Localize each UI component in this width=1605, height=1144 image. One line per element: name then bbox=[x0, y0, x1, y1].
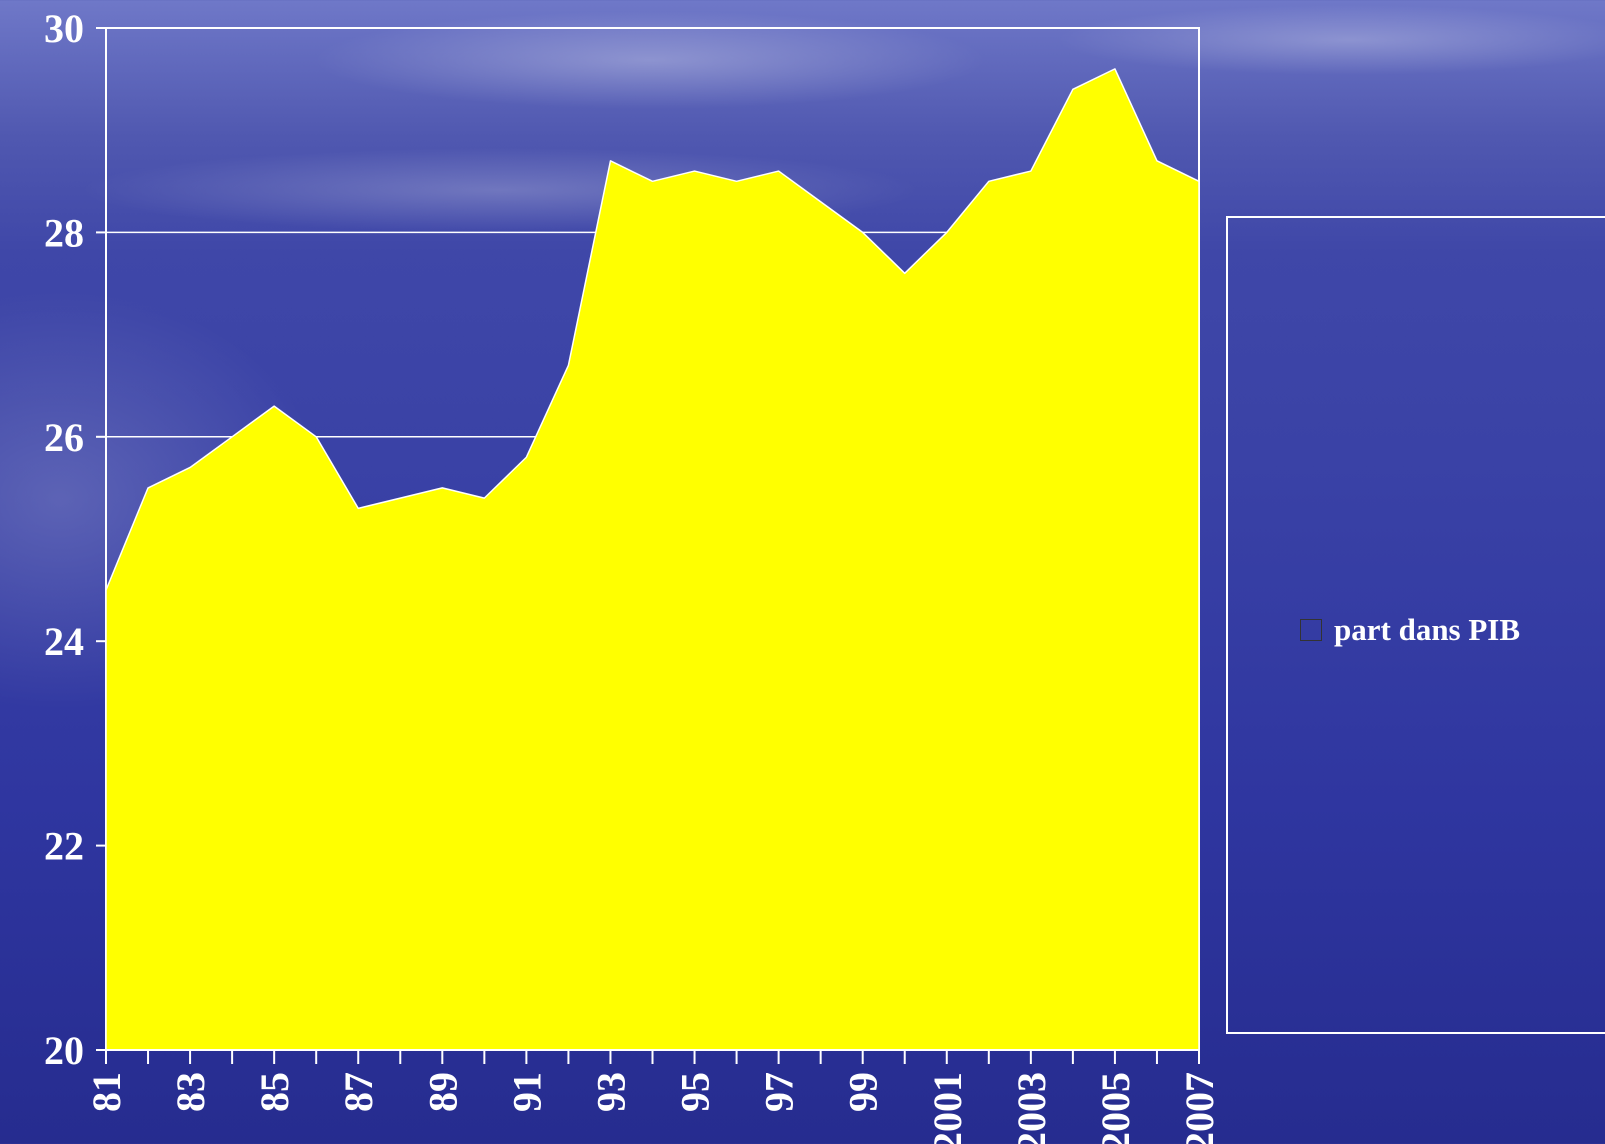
data-point-89 bbox=[441, 487, 443, 489]
data-point-94 bbox=[652, 180, 654, 182]
x-tick-label-93: 93 bbox=[588, 1072, 633, 1112]
legend-label: part dans PIB bbox=[1334, 612, 1521, 647]
legend-item: part dans PIB bbox=[1300, 612, 1520, 648]
data-point-2004 bbox=[1072, 88, 1074, 90]
x-tick-label-91: 91 bbox=[504, 1072, 549, 1112]
data-point-85 bbox=[273, 405, 275, 407]
x-tick-label-85: 85 bbox=[252, 1072, 297, 1112]
data-point-2006 bbox=[1156, 160, 1158, 162]
data-point-87 bbox=[357, 507, 359, 509]
data-point-99 bbox=[862, 231, 864, 233]
data-point-2000 bbox=[904, 272, 906, 274]
data-point-97 bbox=[778, 170, 780, 172]
legend-box bbox=[1226, 216, 1605, 1034]
data-point-82 bbox=[147, 487, 149, 489]
y-tick-label-22: 22 bbox=[44, 824, 84, 869]
data-point-98 bbox=[820, 201, 822, 203]
data-point-84 bbox=[231, 436, 233, 438]
x-tick-label-2005: 2005 bbox=[1093, 1072, 1138, 1144]
area-series-part-dans-pib bbox=[105, 68, 1200, 1051]
y-tick-label-20: 20 bbox=[44, 1028, 84, 1073]
x-tick-label-2003: 2003 bbox=[1009, 1072, 1054, 1144]
data-point-2003 bbox=[1030, 170, 1032, 172]
legend-swatch bbox=[1300, 619, 1322, 641]
x-tick-label-81: 81 bbox=[84, 1072, 129, 1112]
data-point-2001 bbox=[946, 231, 948, 233]
y-tick-label-24: 24 bbox=[44, 619, 84, 664]
y-tick-label-26: 26 bbox=[44, 415, 84, 460]
x-tick-label-2007: 2007 bbox=[1177, 1072, 1222, 1144]
data-point-86 bbox=[315, 436, 317, 438]
data-point-81 bbox=[105, 589, 107, 591]
data-point-95 bbox=[694, 170, 696, 172]
data-point-2005 bbox=[1114, 68, 1116, 70]
x-tick-label-83: 83 bbox=[168, 1072, 213, 1112]
data-point-88 bbox=[399, 497, 401, 499]
data-point-2007 bbox=[1198, 180, 1200, 182]
y-tick-label-28: 28 bbox=[44, 210, 84, 255]
x-tick-label-87: 87 bbox=[336, 1072, 381, 1112]
x-tick-label-99: 99 bbox=[841, 1072, 886, 1112]
x-tick-label-95: 95 bbox=[673, 1072, 718, 1112]
data-point-92 bbox=[567, 364, 569, 366]
data-point-96 bbox=[736, 180, 738, 182]
data-point-83 bbox=[189, 466, 191, 468]
x-tick-label-89: 89 bbox=[420, 1072, 465, 1112]
data-point-90 bbox=[483, 497, 485, 499]
data-point-2002 bbox=[988, 180, 990, 182]
data-point-93 bbox=[609, 160, 611, 162]
x-tick-label-97: 97 bbox=[757, 1072, 802, 1112]
x-tick-label-2001: 2001 bbox=[925, 1072, 970, 1144]
data-point-91 bbox=[525, 456, 527, 458]
y-tick-label-30: 30 bbox=[44, 6, 84, 51]
